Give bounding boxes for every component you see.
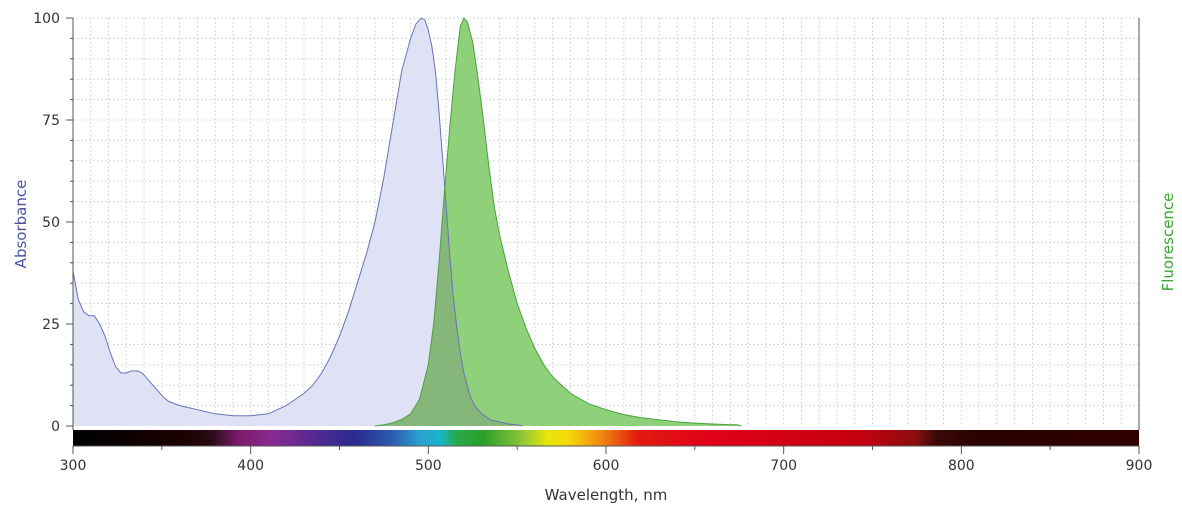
x-tick-label: 400 <box>237 458 264 474</box>
fluorescence-line <box>374 17 742 427</box>
overlap-area <box>375 193 523 426</box>
x-axis-title: Wavelength, nm <box>545 486 668 504</box>
y-axis-title-fluorescence: Fluorescence <box>1159 193 1177 292</box>
x-tick-label: 900 <box>1126 458 1153 474</box>
x-tick-label: 300 <box>60 458 87 474</box>
grid-lines <box>73 17 1139 426</box>
y-axis-title-absorbance: Absorbance <box>12 180 30 269</box>
absorbance-line <box>72 17 523 427</box>
fluorescence-area <box>375 18 741 426</box>
y-axis-ticks: 0 25 50 75 100 <box>33 11 73 435</box>
y-tick-label: 100 <box>33 11 60 27</box>
color-spectrum-bar <box>73 430 1139 446</box>
y-tick-label: 25 <box>42 317 60 333</box>
absorbance-area <box>73 18 523 426</box>
y-tick-label: 75 <box>42 113 60 129</box>
x-tick-label: 500 <box>415 458 442 474</box>
y-tick-label: 0 <box>51 419 60 435</box>
x-axis-ticks: 300 400 500 600 700 800 900 <box>60 446 1153 474</box>
x-tick-label: 700 <box>770 458 797 474</box>
x-tick-label: 800 <box>948 458 975 474</box>
x-tick-label: 600 <box>593 458 620 474</box>
y-tick-label: 50 <box>42 215 60 231</box>
